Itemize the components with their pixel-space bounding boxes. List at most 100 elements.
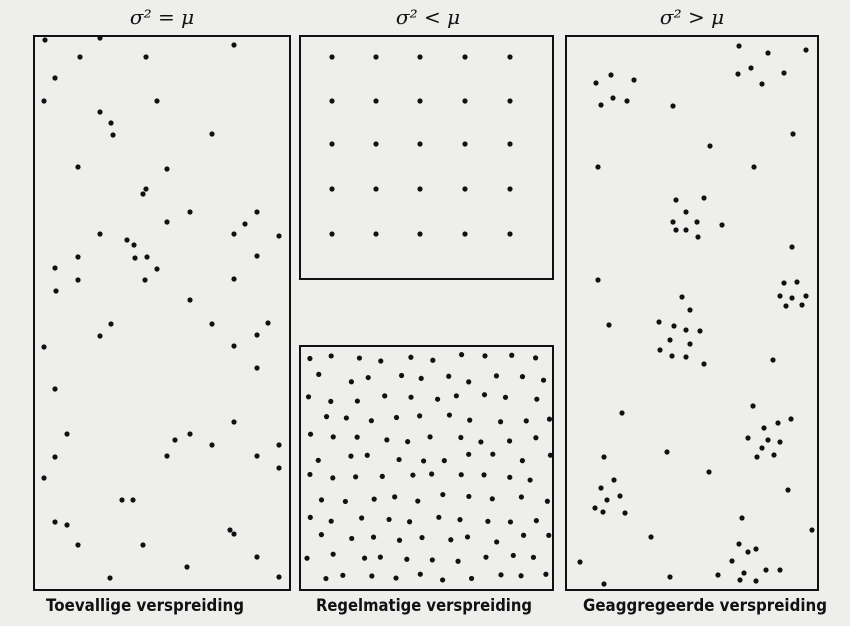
cluster-dot [683,227,689,233]
cluster-dot [611,477,617,483]
grid-dot [373,186,379,192]
spread-dot [440,577,446,583]
cluster-dot [648,534,654,540]
cluster-dot [667,574,673,580]
random-dot [142,277,148,283]
grid-dot [417,141,423,147]
cluster-dot [619,410,625,416]
spread-dot [368,418,374,424]
random-dot [52,454,58,460]
random-dot [42,37,48,43]
spread-dot [430,357,436,363]
cluster-dot [656,319,662,325]
spread-dot [502,394,509,400]
grid-dot [329,186,335,192]
spread-dot [382,393,388,399]
cluster-dot [683,327,689,333]
random-dot [187,297,193,303]
cluster-dot [592,505,598,511]
spread-dot [353,474,359,480]
random-dot [97,231,103,237]
grid-dot [462,186,468,192]
spread-dot [354,398,360,404]
spread-dot [518,573,524,579]
spread-dot [417,571,423,577]
cluster-dot [606,322,612,328]
spread-dot [458,434,464,441]
grid-dot [373,231,379,237]
grid-dot [462,231,468,237]
cluster-dot [577,559,583,565]
cluster-dot [600,509,606,515]
spread-dot [436,514,442,520]
random-dot [254,554,260,560]
spread-dot [494,539,500,545]
cluster-dot [598,102,604,108]
cluster-dot [670,219,676,225]
random-dot [276,574,282,580]
spread-dot [304,555,310,561]
spread-dot [406,519,413,525]
spread-dot [546,416,553,422]
spread-dot [527,477,533,483]
cluster-dot [610,95,616,101]
random-dot [231,419,237,425]
random-dot [77,54,83,60]
spread-dot [546,532,552,538]
caption: Regelmatige verspreiding [316,596,532,616]
cluster-dot [669,353,675,359]
cluster-dot [794,279,800,285]
cluster-dot [789,244,795,250]
spread-dot [434,396,441,402]
grid-dot [462,141,468,147]
spread-dot [481,392,488,398]
spread-dot [453,393,459,399]
cluster-dot [617,493,623,499]
spread-dot [404,556,410,562]
cluster-dot [753,578,759,584]
random-dot [231,531,237,537]
cluster-dot [777,439,783,445]
spread-dot [448,537,454,543]
random-dot [53,288,59,294]
spread-dot [497,419,504,425]
random-dot [41,344,47,350]
spread-dot [533,435,539,441]
random-dot [242,221,248,227]
spread-dot [370,534,377,540]
grid-dot [507,141,513,147]
cluster-dot [735,71,741,77]
random-dot [52,265,58,271]
cluster-dot [745,549,751,555]
cluster-dot [715,572,721,578]
grid-dot [507,98,513,104]
cluster-dot [745,435,751,441]
spread-dot [446,412,453,418]
spread-dot [316,371,322,378]
cluster-dot [799,302,805,308]
cluster-dot [761,425,767,431]
cluster-dot [803,293,809,299]
random-dot [209,131,215,137]
random-box [33,35,291,591]
cluster-dot [664,449,670,455]
cluster-dot [777,567,783,573]
spread-dot [464,534,471,540]
spread-dot [540,377,547,383]
random-dot [187,431,193,437]
spread-dot [349,535,355,542]
cluster-dot [687,307,693,313]
random-dot [119,497,125,503]
cluster-dot [667,337,673,343]
cluster-dot [771,452,777,458]
spread-dot [530,554,537,560]
spread-dot [393,575,399,581]
spread-dot [510,552,516,559]
cluster-dot [707,143,713,149]
spread-dot [429,557,435,563]
random-dot [276,233,282,239]
grid-dot [329,231,335,237]
spread-dot [421,458,427,464]
spread-dot [490,451,496,457]
